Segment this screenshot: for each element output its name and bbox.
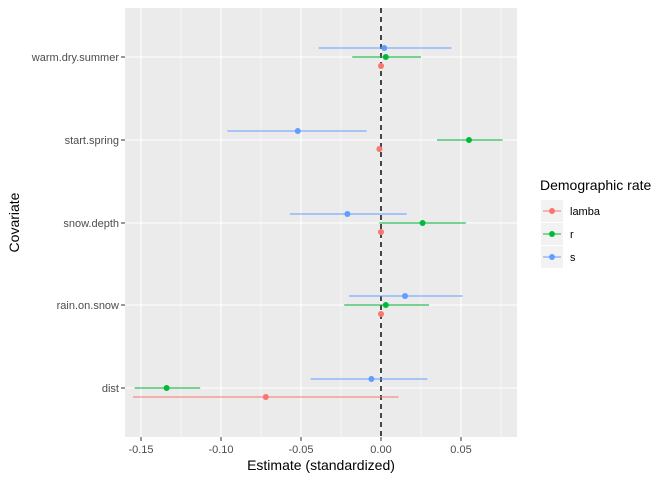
y-axis: dist rain.on.snow snow.depth start.spring wa…: [31, 52, 125, 395]
x-tick-label: 0.00: [370, 444, 391, 456]
point-s: [402, 293, 408, 299]
point-lamba: [378, 63, 384, 69]
legend-label: r: [570, 229, 574, 241]
point-lamba: [378, 229, 384, 235]
legend: Demographic rate lamba rs: [540, 177, 651, 268]
point-s: [368, 376, 375, 382]
point-r: [466, 137, 472, 143]
legend-key-point: [549, 254, 555, 260]
y-tick-label: start.spring: [65, 135, 119, 147]
point-r: [419, 220, 426, 226]
legend-key-point: [549, 231, 555, 237]
point-r: [382, 54, 389, 60]
x-tick-label: -0.15: [128, 444, 153, 456]
point-r: [163, 385, 170, 391]
y-tick-label: rain.on.snow: [57, 300, 119, 312]
point-s: [344, 211, 351, 217]
x-tick-label: 0.05: [450, 444, 471, 456]
x-tick-label: -0.10: [208, 444, 233, 456]
x-axis: -0.15 -0.10 -0.05 0.00 0.05: [128, 437, 472, 456]
point-r: [382, 302, 389, 308]
legend-label: s: [570, 252, 576, 264]
y-axis-title: Covariate: [6, 192, 22, 252]
y-tick-label: warm.dry.summer: [31, 52, 120, 64]
x-axis-title: Estimate (standardized): [247, 457, 395, 473]
legend-items: lamba rs: [541, 200, 601, 268]
legend-key-point: [549, 208, 555, 214]
legend-title: Demographic rate: [540, 177, 651, 193]
point-lamba: [262, 394, 269, 400]
y-tick-label: snow.depth: [63, 218, 119, 230]
point-lamba: [378, 311, 384, 317]
point-lamba: [376, 146, 383, 152]
point-s: [294, 128, 301, 134]
y-tick-label: dist: [102, 383, 119, 395]
legend-label: lamba: [570, 206, 601, 218]
estimate-points: [163, 45, 472, 400]
point-s: [381, 45, 388, 51]
x-tick-label: -0.05: [288, 444, 313, 456]
